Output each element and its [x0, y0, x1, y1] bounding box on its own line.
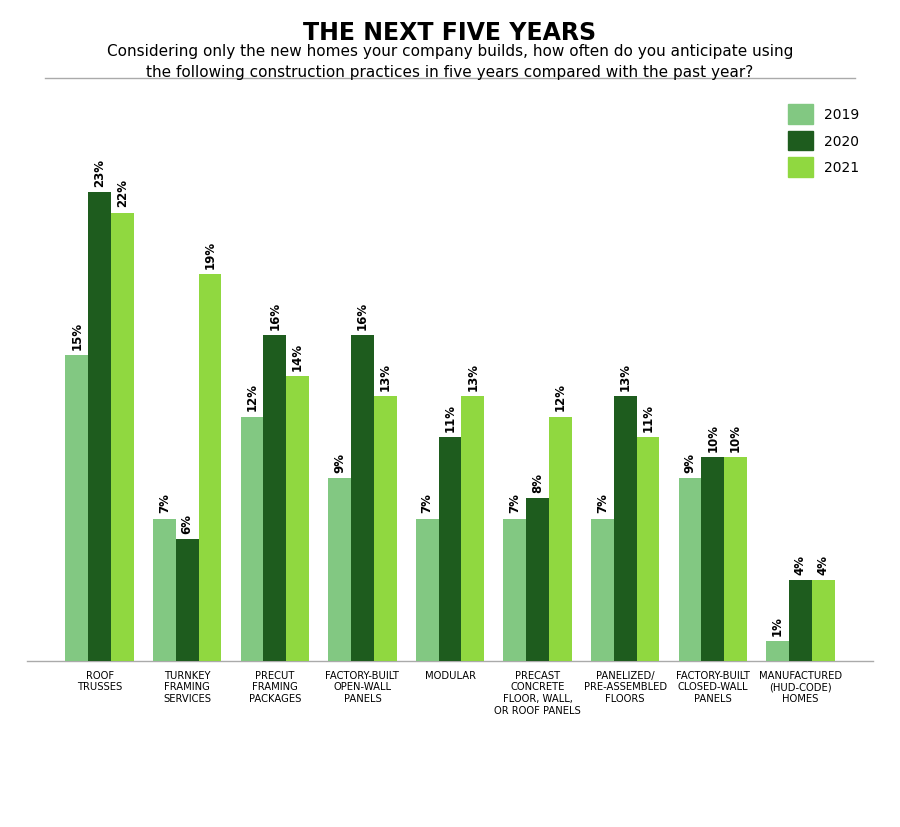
Bar [66, 356, 88, 662]
Bar [416, 519, 438, 662]
Text: 6%: 6% [181, 514, 194, 533]
Bar [374, 397, 397, 662]
Bar [679, 478, 701, 662]
Text: 7%: 7% [508, 493, 521, 513]
Text: 12%: 12% [554, 383, 567, 411]
Text: 7%: 7% [420, 493, 434, 513]
Text: 8%: 8% [531, 472, 544, 492]
Text: 13%: 13% [379, 362, 392, 390]
Text: 16%: 16% [356, 301, 369, 329]
Bar [614, 397, 636, 662]
Text: 22%: 22% [116, 179, 129, 207]
Bar [240, 417, 264, 662]
Bar [766, 641, 789, 662]
Text: 7%: 7% [596, 493, 609, 513]
Text: 12%: 12% [246, 383, 258, 411]
Text: 4%: 4% [794, 554, 807, 574]
Bar [153, 519, 176, 662]
Text: 4%: 4% [816, 554, 830, 574]
Text: 14%: 14% [291, 342, 304, 370]
Text: 23%: 23% [93, 159, 106, 187]
Bar [351, 336, 374, 662]
Bar [701, 458, 724, 662]
Bar [526, 499, 549, 662]
Text: 13%: 13% [466, 362, 480, 390]
Text: 7%: 7% [158, 493, 171, 513]
Bar [438, 437, 462, 662]
Bar [724, 458, 747, 662]
Bar [549, 417, 572, 662]
Bar [199, 275, 221, 662]
Bar [636, 437, 660, 662]
Legend: 2019, 2020, 2021: 2019, 2020, 2021 [781, 98, 866, 184]
Text: 11%: 11% [444, 404, 456, 432]
Bar [462, 397, 484, 662]
Text: 10%: 10% [729, 423, 742, 452]
Bar [264, 336, 286, 662]
Text: 1%: 1% [771, 615, 784, 635]
Text: Considering only the new homes your company builds, how often do you anticipate : Considering only the new homes your comp… [107, 44, 793, 79]
Bar [812, 580, 834, 662]
Bar [176, 539, 199, 662]
Text: 9%: 9% [333, 452, 346, 472]
Bar [111, 213, 134, 662]
Text: 13%: 13% [618, 362, 632, 390]
Text: 10%: 10% [706, 423, 719, 452]
Bar [789, 580, 812, 662]
Text: 15%: 15% [70, 322, 84, 350]
Bar [88, 193, 111, 662]
Bar [591, 519, 614, 662]
Bar [503, 519, 526, 662]
Text: 19%: 19% [203, 240, 217, 268]
Bar [286, 376, 309, 662]
Text: THE NEXT FIVE YEARS: THE NEXT FIVE YEARS [303, 21, 597, 45]
Text: 9%: 9% [683, 452, 697, 472]
Text: 11%: 11% [642, 404, 654, 432]
Text: 16%: 16% [268, 301, 282, 329]
Bar [328, 478, 351, 662]
